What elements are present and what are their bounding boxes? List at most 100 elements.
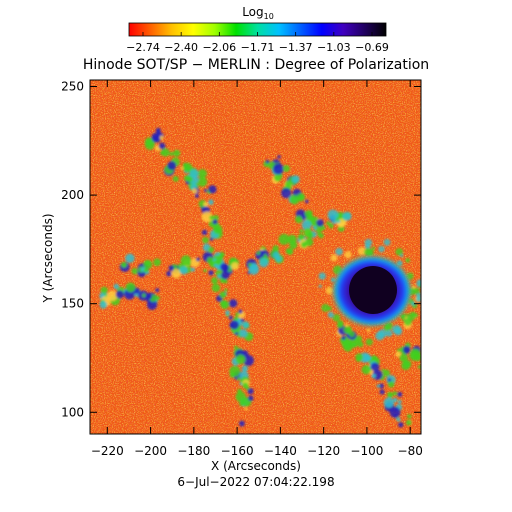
network-speck bbox=[287, 234, 297, 245]
x-tick-label: −80 bbox=[398, 444, 423, 458]
network-speck bbox=[147, 294, 153, 300]
colorbar-tick-label: −1.71 bbox=[241, 41, 275, 54]
network-speck bbox=[143, 260, 153, 270]
network-speck bbox=[395, 351, 401, 358]
network-speck bbox=[125, 253, 135, 264]
halo-speck bbox=[395, 248, 404, 256]
network-speck bbox=[241, 365, 249, 372]
network-speck bbox=[212, 224, 223, 235]
network-speck bbox=[173, 149, 181, 157]
network-speck bbox=[370, 362, 380, 372]
timestamp: 6−Jul−2022 07:04:22.198 bbox=[177, 475, 334, 489]
colorbar-tick-label: −0.69 bbox=[355, 41, 389, 54]
network-speck bbox=[209, 215, 214, 220]
network-speck bbox=[204, 188, 208, 193]
network-speck bbox=[203, 201, 209, 208]
network-speck bbox=[229, 320, 239, 330]
network-speck bbox=[328, 223, 334, 229]
halo-speck bbox=[345, 323, 349, 327]
network-speck bbox=[161, 148, 170, 157]
network-speck bbox=[208, 199, 214, 205]
network-speck bbox=[231, 262, 239, 270]
network-speck bbox=[342, 211, 352, 221]
halo-speck bbox=[330, 254, 338, 262]
network-speck bbox=[208, 185, 217, 194]
network-speck bbox=[235, 354, 246, 365]
network-speck bbox=[234, 316, 239, 321]
network-speck bbox=[156, 296, 160, 300]
network-speck bbox=[235, 312, 240, 317]
network-speck bbox=[243, 355, 254, 367]
halo-speck bbox=[321, 303, 330, 312]
network-speck bbox=[397, 400, 402, 404]
halo-speck bbox=[371, 246, 376, 251]
network-speck bbox=[318, 232, 324, 239]
network-speck bbox=[211, 277, 218, 284]
network-speck bbox=[242, 382, 249, 389]
network-speck bbox=[387, 380, 395, 388]
network-speck bbox=[248, 264, 260, 275]
halo-speck bbox=[366, 328, 371, 332]
network-speck bbox=[336, 217, 340, 221]
network-speck bbox=[217, 274, 222, 279]
network-speck bbox=[398, 422, 404, 428]
network-speck bbox=[238, 309, 243, 314]
network-speck bbox=[168, 265, 175, 271]
network-speck bbox=[379, 383, 384, 389]
halo-speck bbox=[415, 296, 421, 303]
network-speck bbox=[341, 335, 346, 340]
network-speck bbox=[256, 251, 261, 255]
network-speck bbox=[131, 267, 138, 275]
y-axis-label: Y (Arcseconds) bbox=[41, 213, 55, 303]
network-speck bbox=[172, 175, 179, 182]
network-speck bbox=[171, 268, 181, 279]
network-speck bbox=[203, 269, 207, 273]
x-tick-label: −180 bbox=[177, 444, 210, 458]
network-speck bbox=[195, 257, 200, 262]
colorbar-tick-label: −2.74 bbox=[126, 41, 160, 54]
network-speck bbox=[417, 365, 421, 369]
network-speck bbox=[357, 341, 364, 348]
network-speck bbox=[220, 300, 230, 309]
network-speck bbox=[240, 318, 245, 322]
network-speck bbox=[286, 248, 294, 255]
network-speck bbox=[187, 262, 191, 266]
network-speck bbox=[197, 176, 208, 187]
halo-speck bbox=[375, 331, 385, 341]
halo-speck bbox=[365, 338, 373, 346]
network-speck bbox=[213, 263, 218, 267]
halo-speck bbox=[318, 284, 322, 288]
network-speck bbox=[237, 388, 242, 394]
network-speck bbox=[237, 376, 241, 381]
network-speck bbox=[125, 282, 136, 293]
halo-speck bbox=[327, 311, 334, 318]
network-speck bbox=[183, 162, 187, 167]
network-speck bbox=[220, 263, 228, 271]
halo-speck bbox=[400, 254, 404, 258]
network-speck bbox=[247, 388, 254, 395]
network-speck bbox=[392, 397, 398, 403]
x-tick-label: −140 bbox=[264, 444, 297, 458]
halo-speck bbox=[405, 258, 410, 263]
x-axis-ticks: −220 −200 −180 −160 −140 −120 −100 −80 bbox=[91, 80, 423, 458]
colorbar-tick-label: −2.06 bbox=[202, 41, 236, 54]
network-speck bbox=[100, 286, 108, 294]
network-speck bbox=[396, 417, 401, 422]
network-speck bbox=[242, 321, 250, 329]
network-speck bbox=[202, 236, 209, 244]
network-speck bbox=[413, 352, 421, 362]
network-speck bbox=[228, 315, 233, 320]
network-speck bbox=[307, 214, 313, 220]
halo-speck bbox=[413, 287, 420, 295]
network-speck bbox=[192, 188, 198, 194]
network-speck bbox=[278, 233, 290, 245]
network-speck bbox=[144, 137, 154, 146]
network-speck bbox=[259, 257, 269, 268]
network-speck bbox=[197, 169, 207, 179]
y-tick-label: 150 bbox=[61, 297, 84, 311]
network-speck bbox=[212, 219, 218, 225]
magnetic-network bbox=[99, 127, 421, 428]
network-speck bbox=[106, 290, 118, 302]
halo-speck bbox=[411, 301, 416, 306]
